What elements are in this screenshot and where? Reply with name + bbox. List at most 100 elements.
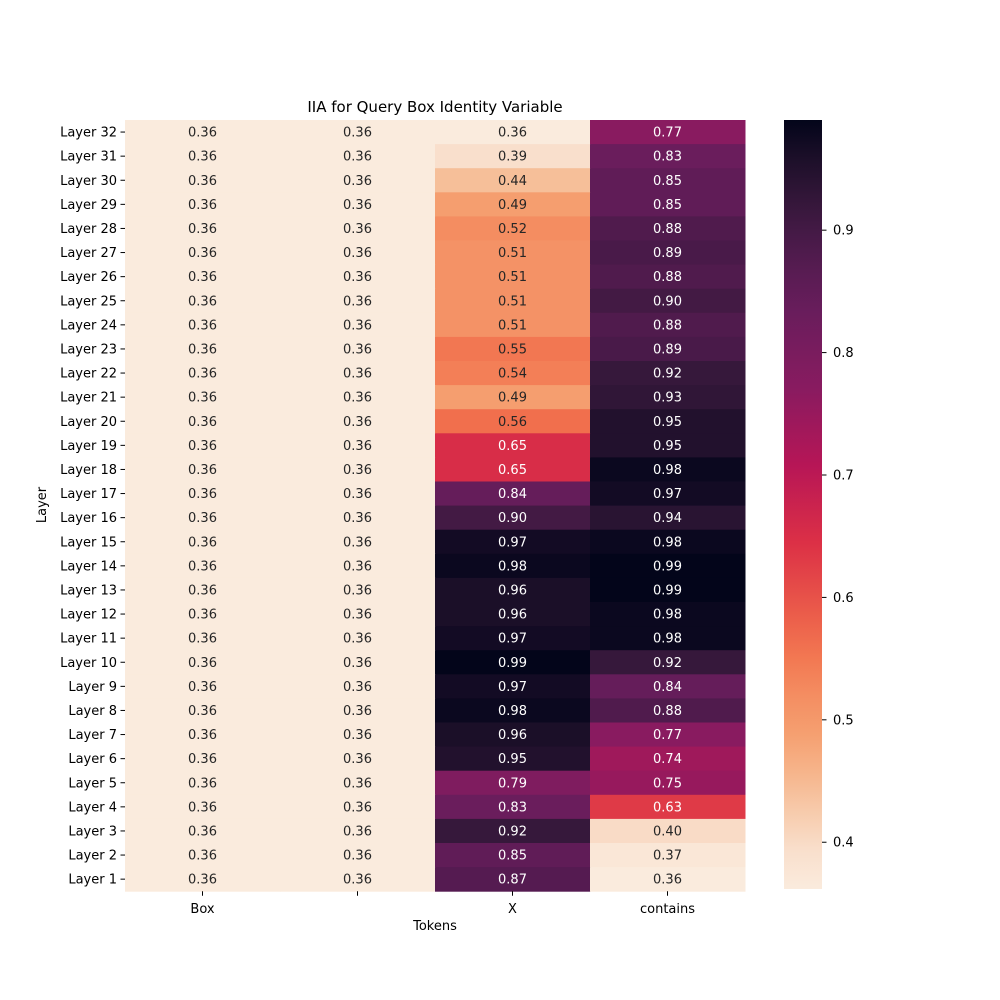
heatmap-cell <box>435 674 591 699</box>
cell-value-label: 0.99 <box>653 559 682 574</box>
heatmap-cell <box>435 240 591 266</box>
cell-value-label: 0.74 <box>653 752 682 767</box>
y-tick-label: Layer 20 <box>60 415 117 430</box>
heatmap-cell <box>125 602 281 627</box>
cell-value-label: 0.52 <box>498 222 527 237</box>
heatmap-cell <box>590 722 746 748</box>
y-tick-label: Layer 24 <box>60 318 117 333</box>
y-tick-label: Layer 15 <box>60 535 117 550</box>
heatmap-cell <box>590 457 746 482</box>
heatmap-cell <box>125 481 281 507</box>
cell-value-label: 0.36 <box>343 439 372 454</box>
cell-value-label: 0.90 <box>653 294 682 309</box>
heatmap-cell <box>280 843 436 868</box>
heatmap-cell <box>125 770 281 796</box>
heatmap-cell <box>590 168 746 193</box>
y-tick-label: Layer 26 <box>60 270 117 285</box>
y-tick-label: Layer 11 <box>60 632 117 647</box>
heatmap-cell <box>590 288 746 314</box>
cell-value-label: 0.98 <box>498 704 527 719</box>
heatmap-cell <box>590 312 746 338</box>
y-tick-label: Layer 1 <box>68 873 117 888</box>
heatmap-cell <box>125 361 281 386</box>
heatmap-cell <box>280 312 436 338</box>
heatmap-cell <box>435 818 591 844</box>
heatmap-cell <box>125 650 281 675</box>
heatmap-cell <box>125 505 281 531</box>
heatmap-cell <box>125 746 281 772</box>
heatmap-cell <box>125 120 281 145</box>
heatmap-cell <box>435 843 591 868</box>
cell-value-label: 0.36 <box>188 824 217 839</box>
heatmap-cell <box>125 843 281 868</box>
colorbar: 0.4 0.5 0.6 0.7 0.8 0.9 <box>784 120 854 889</box>
heatmap-cell <box>125 626 281 651</box>
cell-value-label: 0.95 <box>653 439 682 454</box>
heatmap-cell <box>435 192 591 217</box>
cell-value-label: 0.77 <box>653 126 682 141</box>
heatmap-cell <box>435 770 591 796</box>
cell-value-label: 0.36 <box>188 342 217 357</box>
cell-value-label: 0.92 <box>498 824 527 839</box>
cell-value-label: 0.36 <box>343 367 372 382</box>
cell-value-label: 0.85 <box>653 174 682 189</box>
colorbar-tick-label: 0.5 <box>833 713 854 728</box>
y-tick-label: Layer 21 <box>60 391 117 406</box>
heatmap-cell <box>590 650 746 675</box>
colorbar-gradient <box>784 120 822 889</box>
cell-value-label: 0.90 <box>498 511 527 526</box>
cell-value-label: 0.36 <box>188 728 217 743</box>
heatmap-cell <box>280 505 436 531</box>
heatmap-cell <box>125 216 281 241</box>
cell-value-label: 0.36 <box>343 246 372 261</box>
cell-value-label: 0.36 <box>343 752 372 767</box>
cell-value-label: 0.36 <box>343 824 372 839</box>
cell-value-label: 0.56 <box>498 415 527 430</box>
heatmap-cell <box>590 336 746 362</box>
cell-value-label: 0.88 <box>653 270 682 285</box>
heatmap-cell <box>280 264 436 290</box>
y-tick-label: Layer 17 <box>60 487 117 502</box>
x-tick-label: Box <box>190 902 214 917</box>
cell-value-label: 0.36 <box>188 222 217 237</box>
heatmap-cell <box>125 698 281 723</box>
y-tick-label: Layer 27 <box>60 246 117 261</box>
heatmap-cell <box>590 553 746 579</box>
cell-value-label: 0.36 <box>188 391 217 406</box>
y-tick-label: Layer 5 <box>68 776 117 791</box>
heatmap-cell <box>280 529 436 555</box>
heatmap-cell <box>590 240 746 266</box>
heatmap-cell <box>590 626 746 651</box>
cell-value-label: 0.36 <box>343 318 372 333</box>
cell-value-label: 0.36 <box>343 656 372 671</box>
cell-value-label: 0.96 <box>498 583 527 598</box>
colorbar-tick-label: 0.6 <box>833 591 854 606</box>
cell-value-label: 0.39 <box>498 150 527 165</box>
cell-value-label: 0.36 <box>343 126 372 141</box>
y-tick-label: Layer 30 <box>60 174 117 189</box>
heatmap-cell <box>590 577 746 603</box>
cell-value-label: 0.84 <box>498 487 527 502</box>
heatmap-cell <box>435 120 591 145</box>
cell-value-label: 0.51 <box>498 246 527 261</box>
heatmap-cell <box>590 216 746 241</box>
colorbar-tick-label: 0.4 <box>833 836 854 851</box>
heatmap-cell <box>280 288 436 314</box>
heatmap-cell <box>435 746 591 772</box>
cell-value-label: 0.36 <box>188 294 217 309</box>
heatmap-cell <box>590 529 746 555</box>
heatmap-cell <box>435 168 591 193</box>
cell-value-label: 0.36 <box>188 608 217 623</box>
heatmap-cell <box>125 457 281 482</box>
heatmap-cell <box>125 722 281 748</box>
cell-value-label: 0.36 <box>188 511 217 526</box>
cell-value-label: 0.36 <box>188 680 217 695</box>
cell-value-label: 0.36 <box>188 800 217 815</box>
cell-value-label: 0.36 <box>343 415 372 430</box>
cell-value-label: 0.96 <box>498 608 527 623</box>
heatmap-cell <box>590 385 746 410</box>
cell-value-label: 0.36 <box>343 849 372 864</box>
cell-value-label: 0.36 <box>343 535 372 550</box>
cell-value-label: 0.36 <box>188 535 217 550</box>
